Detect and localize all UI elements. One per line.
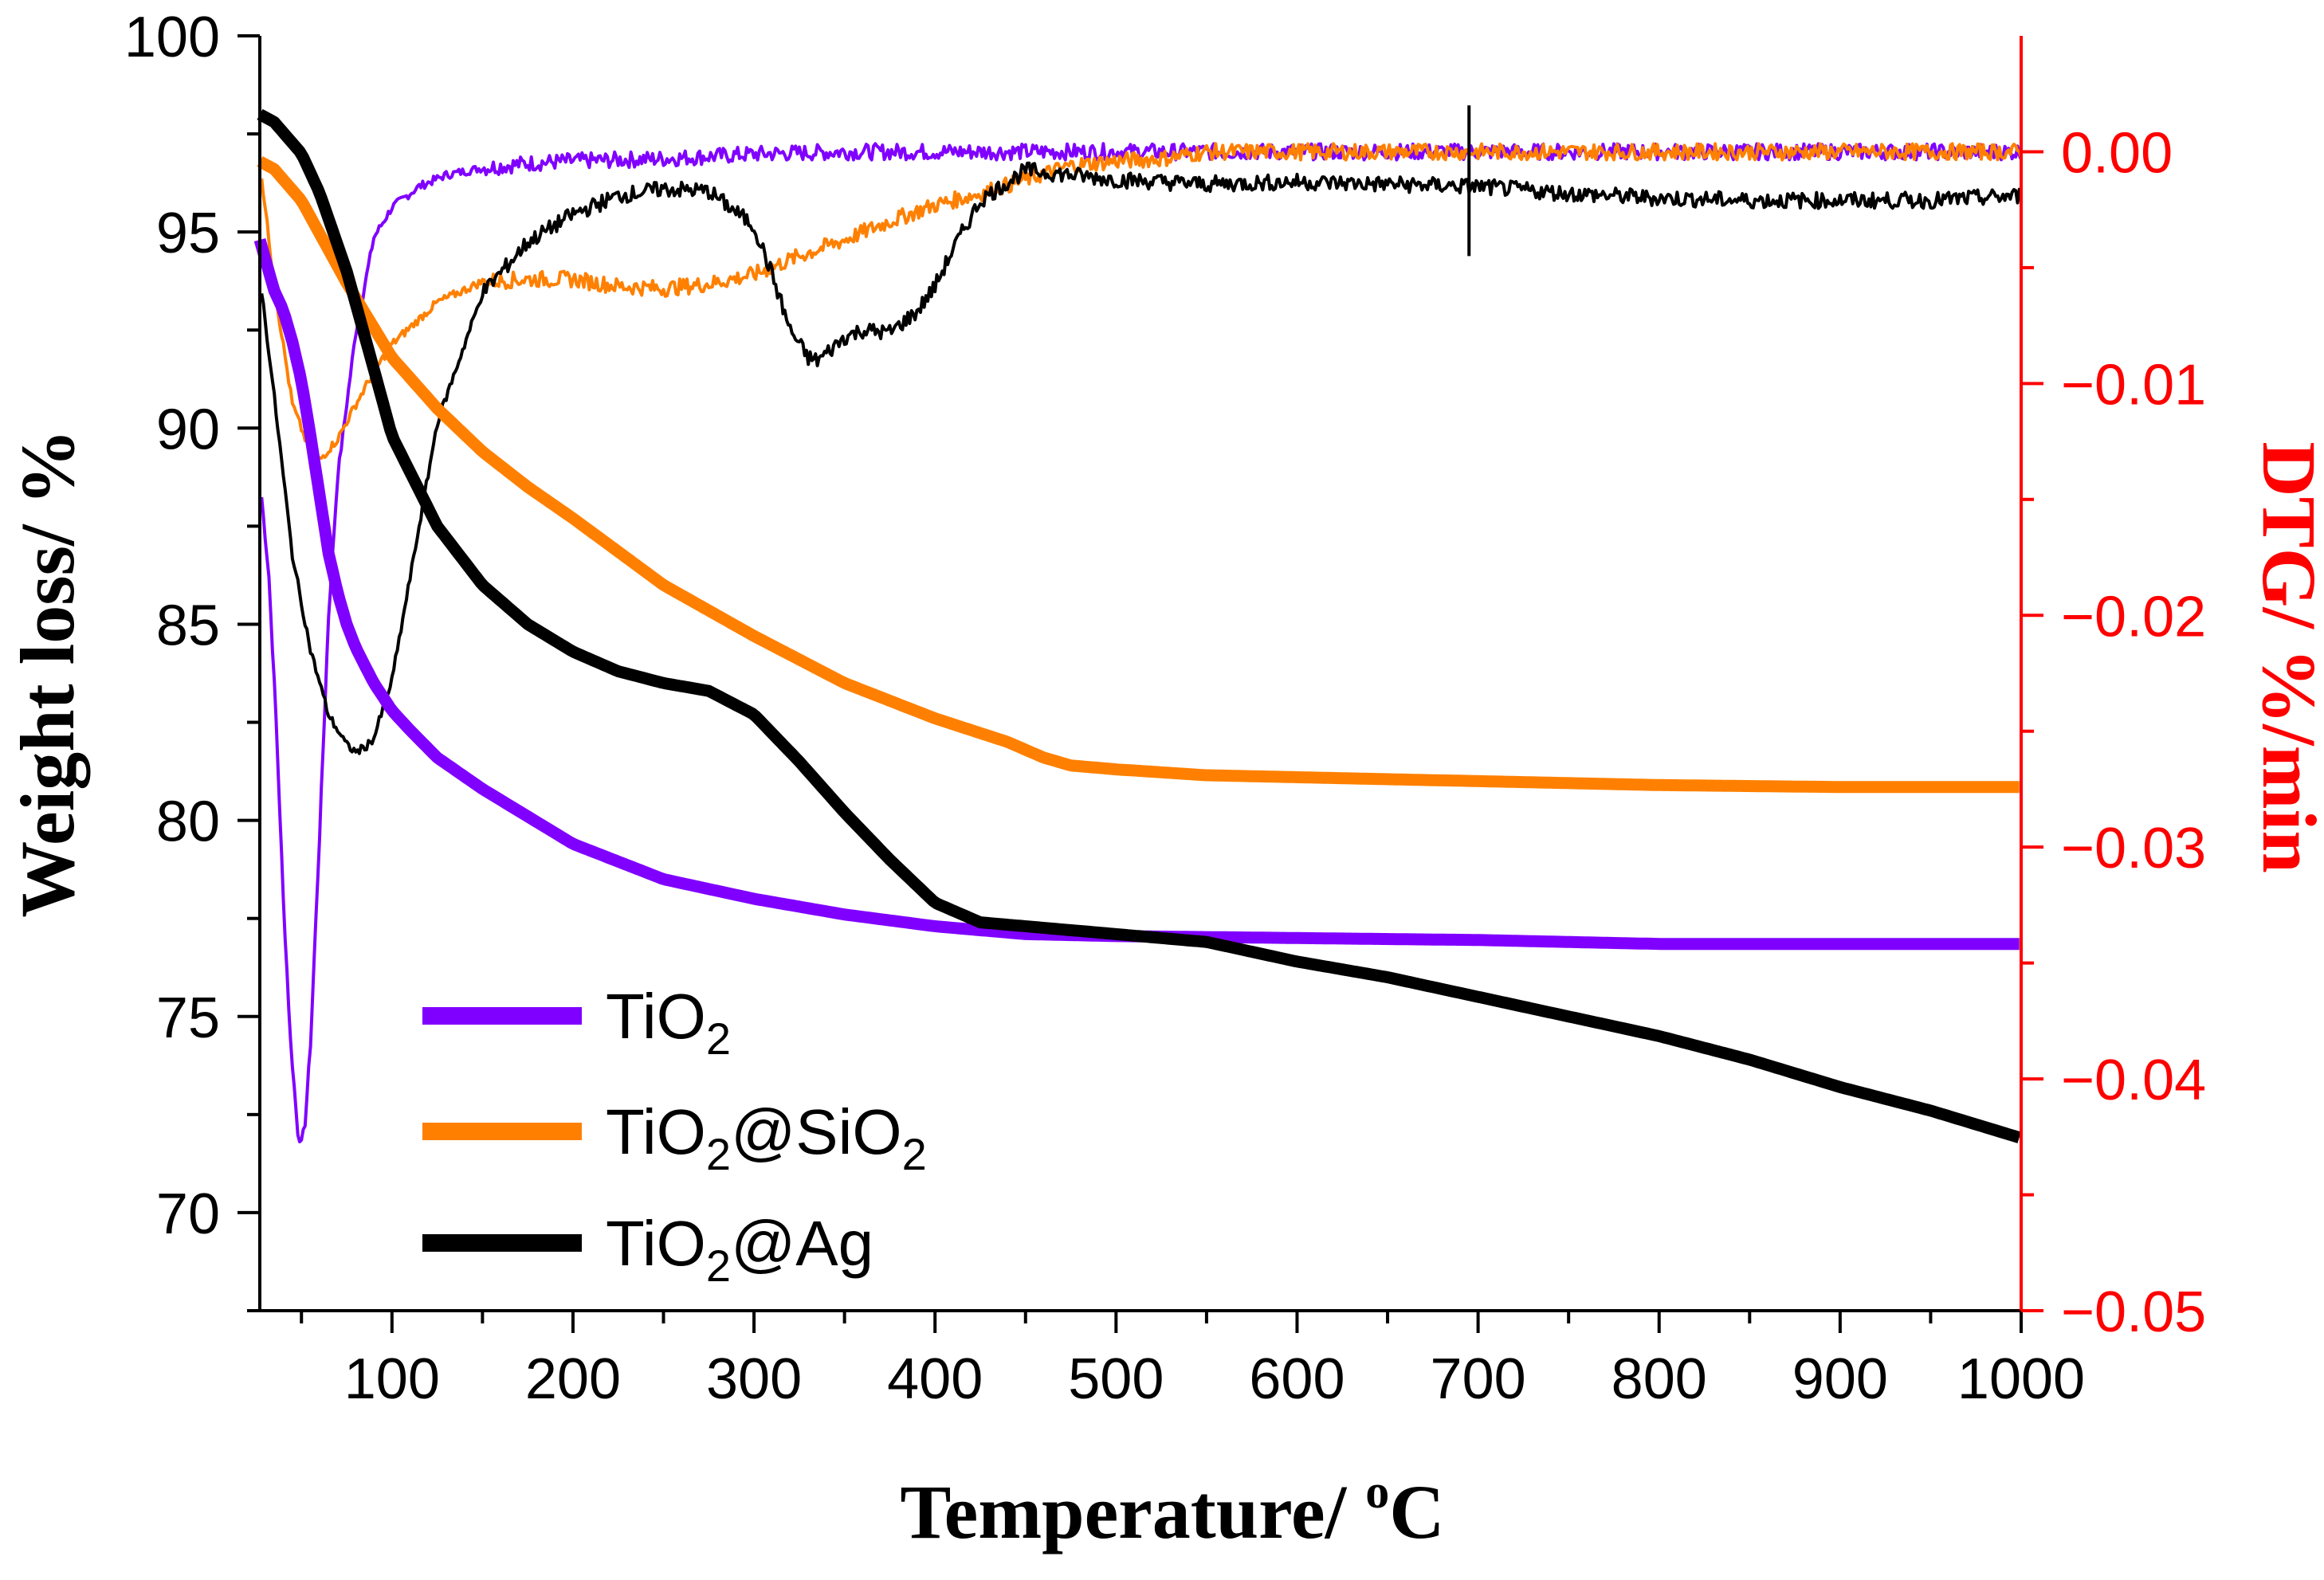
legend-subscript: 2 [706, 1129, 731, 1179]
legend-label-tio2-sio2: TiO2@SiO2 [606, 1096, 927, 1179]
y-left-tick-label: 90 [156, 398, 220, 461]
legend-text: TiO [606, 981, 706, 1052]
x-tick-label: 400 [887, 1347, 983, 1411]
tg-curve-tio2-ag [257, 108, 2022, 1143]
y-right-tick-label: −0.03 [2061, 817, 2206, 880]
y-right-tick-label: −0.04 [2061, 1049, 2206, 1112]
dtg-curve-tio2-ag [260, 161, 2023, 755]
x-tick-label: 900 [1792, 1347, 1888, 1411]
x-tick-label: 700 [1431, 1347, 1526, 1411]
legend-text: @SiO [731, 1096, 902, 1167]
legend-text: @Ag [731, 1208, 873, 1279]
legend-label-tio2-ag: TiO2@Ag [606, 1208, 873, 1291]
x-tick-label: 800 [1611, 1347, 1707, 1411]
curves-layer [253, 105, 2023, 1143]
y-right-tick-label: −0.02 [2061, 585, 2206, 649]
y-right-tick-label: −0.01 [2061, 353, 2206, 417]
x-tick-label: 300 [706, 1347, 802, 1411]
x-axis-title-unit: C [1389, 1469, 1444, 1555]
x-tick-label: 1000 [1957, 1347, 2085, 1411]
y-left-tick-label: 100 [124, 6, 220, 69]
x-tick-label: 200 [525, 1347, 621, 1411]
legend-subscript: 2 [706, 1013, 731, 1064]
ticks-layer: 100 200 300 400 500 600 700 800 900 1000 70 75 80 85 9… [124, 6, 2206, 1411]
x-axis-title-main: Temperature/ [900, 1469, 1365, 1555]
tg-curve-tio2-sio2 [257, 155, 2022, 794]
y-left-tick-label: 95 [156, 202, 220, 265]
labels-layer: Temperature/ oC Weight loss/ % DTG/ %/min [5, 429, 2324, 1555]
dtg-curve-tio2-sio2 [260, 142, 2023, 460]
tg-curve-tio2 [253, 237, 2022, 951]
x-tick-label: 100 [344, 1347, 440, 1411]
y-right-tick-label: −0.05 [2061, 1280, 2206, 1344]
legend-subscript: 2 [706, 1241, 731, 1291]
x-axis-title-superscript: o [1365, 1465, 1389, 1518]
legend-text: TiO [606, 1096, 706, 1167]
legend-subscript: 2 [902, 1129, 927, 1179]
y-left-tick-label: 85 [156, 594, 220, 657]
y-right-axis-title: DTG/ %/min [2247, 441, 2324, 872]
y-right-tick-label: 0.00 [2061, 121, 2173, 185]
x-axis-title: Temperature/ oC [900, 1465, 1444, 1555]
axes-layer [258, 36, 2023, 1312]
x-tick-label: 600 [1249, 1347, 1345, 1411]
dtg-curve-tio2 [260, 142, 2023, 1143]
legend-label-tio2: TiO2 [606, 981, 731, 1064]
y-left-axis-title: Weight loss/ % [5, 429, 90, 917]
x-tick-label: 500 [1068, 1347, 1164, 1411]
legend-text: TiO [606, 1208, 706, 1279]
y-left-tick-label: 70 [156, 1182, 220, 1246]
y-left-tick-label: 80 [156, 790, 220, 854]
y-left-tick-label: 75 [156, 986, 220, 1050]
